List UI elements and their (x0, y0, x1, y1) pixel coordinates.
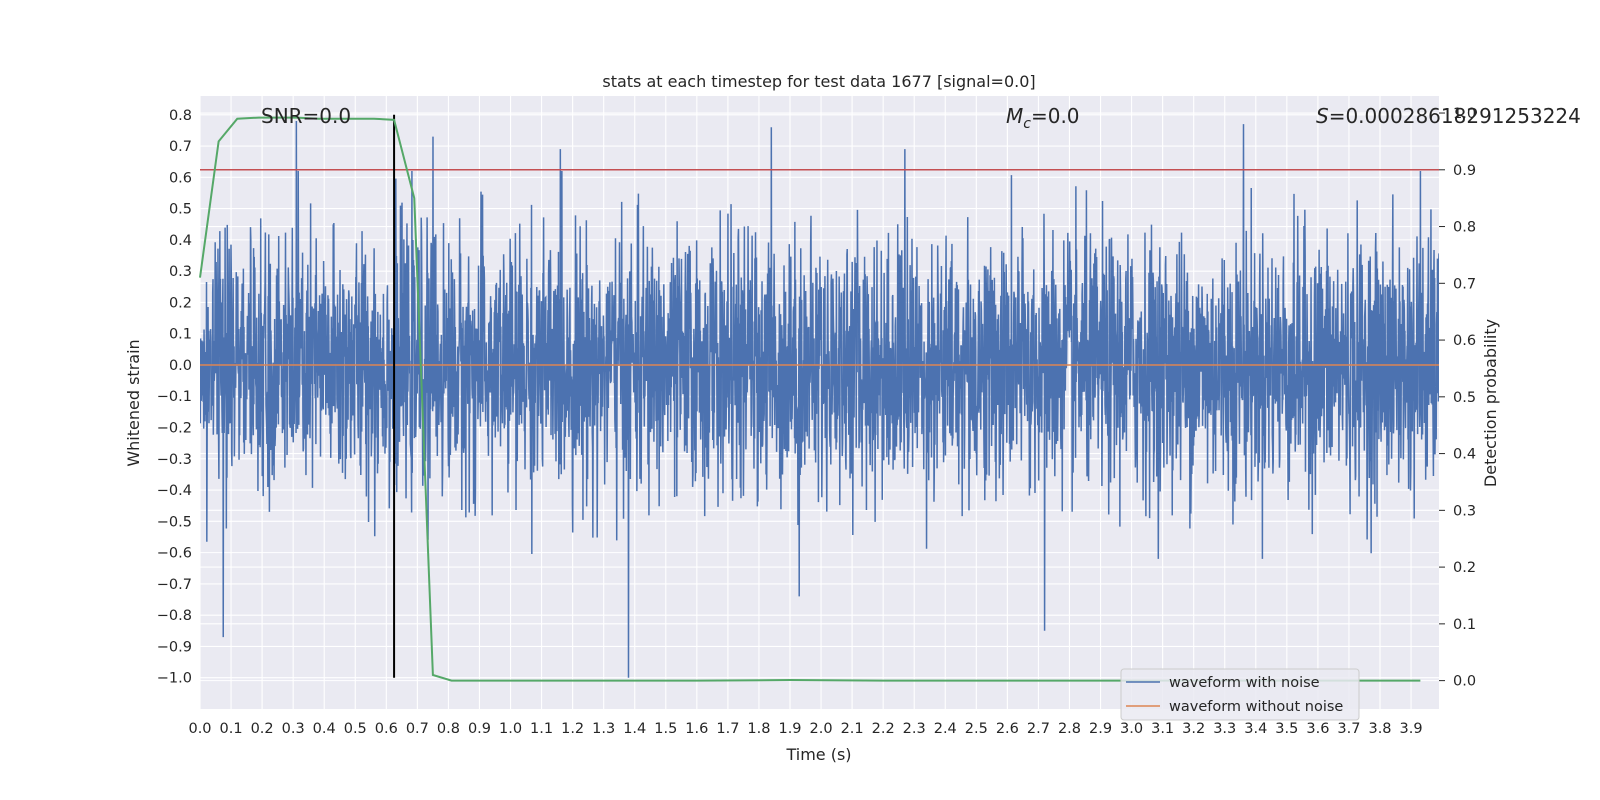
x-tick-label: 1.0 (499, 721, 522, 737)
x-tick-label: 3.7 (1337, 721, 1360, 737)
y-tick-label-left: 0.0 (169, 358, 192, 374)
series-detection-probability (199, 116, 1421, 682)
y-tick-label-right: 0.9 (1453, 163, 1476, 179)
x-tick-label: 2.9 (1089, 721, 1112, 737)
legend-box (1120, 668, 1360, 721)
mc-symbol: M (1006, 104, 1023, 128)
x-tick-label: 1.8 (747, 721, 770, 737)
y-tick-label-left: −0.8 (157, 608, 192, 624)
x-tick-label: 3.4 (1244, 721, 1267, 737)
x-tick-label: 3.9 (1400, 721, 1423, 737)
y-tick-label-right: 0.3 (1453, 503, 1476, 519)
y-tick-label-left: 0.5 (169, 202, 192, 218)
legend: waveform with noise waveform without noi… (1120, 668, 1360, 721)
data-layer (199, 114, 1439, 682)
s-value: =0.00028618291253224 (1329, 104, 1581, 128)
s-symbol: S (1316, 104, 1329, 128)
x-tick-label: 2.4 (934, 721, 957, 737)
x-tick-label: 1.7 (716, 721, 739, 737)
x-tick-label: 0.5 (344, 721, 367, 737)
s-annotation: S=0.00028618291253224 (1316, 104, 1581, 128)
y-ticks-right: 1.0 0.9 0.8 0.7 0.6 0.5 0.4 0.3 0.2 0.1 0.0 (1439, 106, 1476, 690)
y-tick-label-right: 0.6 (1453, 333, 1476, 349)
x-tick-label: 3.0 (1120, 721, 1143, 737)
y-tick-label-left: −0.7 (157, 577, 192, 593)
x-axis-label: Time (s) (785, 745, 851, 764)
x-tick-label: 1.9 (778, 721, 801, 737)
snr-annotation: SNR=0.0 (261, 104, 351, 128)
x-tick-label: 2.1 (841, 721, 864, 737)
x-tick-label: 1.4 (623, 721, 646, 737)
legend-label-clean: waveform without noise (1169, 699, 1343, 715)
y-tick-label-left: 0.8 (169, 108, 192, 124)
y-tick-label-right: 1.0 (1453, 106, 1476, 122)
y-tick-label-left: 0.2 (169, 295, 192, 311)
x-tick-label: 1.3 (592, 721, 615, 737)
y-tick-label-left: −0.3 (157, 452, 192, 468)
y-tick-label-right: 0.8 (1453, 220, 1476, 236)
x-tick-label: 0.9 (468, 721, 491, 737)
y-tick-label-left: −0.2 (157, 421, 192, 437)
y-axis-label-right: Detection probability (1481, 319, 1500, 487)
x-tick-label: 1.2 (561, 721, 584, 737)
x-tick-label: 3.1 (1151, 721, 1174, 737)
x-tick-label: 0.1 (220, 721, 243, 737)
x-tick-label: 2.3 (903, 721, 926, 737)
x-tick-label: 3.6 (1306, 721, 1329, 737)
y-tick-label-right: 0.0 (1453, 674, 1476, 690)
x-tick-label: 2.2 (872, 721, 895, 737)
y-tick-label-right: 0.1 (1453, 617, 1476, 633)
y-tick-label-left: 0.3 (169, 264, 192, 280)
x-tick-label: 0.3 (282, 721, 305, 737)
y-tick-label-left: 0.1 (169, 327, 192, 343)
y-tick-label-left: −0.6 (157, 546, 192, 562)
y-tick-label-left: 0.4 (169, 233, 192, 249)
x-tick-label: 0.6 (375, 721, 398, 737)
y-axis-label-left: Whitened strain (124, 339, 143, 466)
x-tick-label: 0.2 (251, 721, 274, 737)
x-tick-label: 3.3 (1213, 721, 1236, 737)
x-tick-label: 1.6 (685, 721, 708, 737)
y-tick-label-right: 0.4 (1453, 447, 1476, 463)
y-tick-label-right: 0.7 (1453, 276, 1476, 292)
y-tick-label-left: −0.9 (157, 639, 192, 655)
x-tick-label: 3.8 (1368, 721, 1391, 737)
y-tick-label-left: 0.7 (169, 139, 192, 155)
x-tick-label: 2.0 (810, 721, 833, 737)
mc-value: =0.0 (1031, 104, 1080, 128)
x-tick-label: 2.6 (996, 721, 1019, 737)
x-tick-label: 1.1 (530, 721, 553, 737)
x-ticks: 0.0 0.1 0.2 0.3 0.4 0.5 0.6 0.7 0.8 0.9 1.0 1.1 1.2 1… (188, 721, 1422, 737)
x-tick-label: 2.7 (1027, 721, 1050, 737)
mc-subscript: c (1023, 116, 1031, 132)
mc-annotation: Mc=0.0 (1006, 104, 1080, 132)
x-tick-label: 1.5 (654, 721, 677, 737)
y-ticks-left: 0.8 0.7 0.6 0.5 0.4 0.3 0.2 0.1 0.0 −0.1 −0.2 −0.3 −… (157, 108, 192, 687)
y-tick-label-right: 0.2 (1453, 560, 1476, 576)
y-tick-label-right: 0.5 (1453, 390, 1476, 406)
y-tick-label-left: −0.1 (157, 389, 192, 405)
x-tick-label: 0.7 (406, 721, 429, 737)
x-tick-label: 3.2 (1182, 721, 1205, 737)
legend-label-noise: waveform with noise (1169, 675, 1320, 691)
x-tick-label: 3.5 (1275, 721, 1298, 737)
chart-title: stats at each timestep for test data 167… (602, 72, 1035, 91)
x-tick-label: 2.8 (1058, 721, 1081, 737)
x-tick-label: 2.5 (965, 721, 988, 737)
y-tick-label-left: −0.5 (157, 514, 192, 530)
y-tick-label-left: −0.4 (157, 483, 192, 499)
x-tick-label: 0.4 (313, 721, 336, 737)
x-tick-label: 0.0 (188, 721, 211, 737)
series-waveform-with-noise (200, 121, 1439, 678)
y-tick-label-left: −1.0 (157, 671, 192, 687)
y-tick-label-left: 0.6 (169, 170, 192, 186)
x-tick-label: 0.8 (437, 721, 460, 737)
